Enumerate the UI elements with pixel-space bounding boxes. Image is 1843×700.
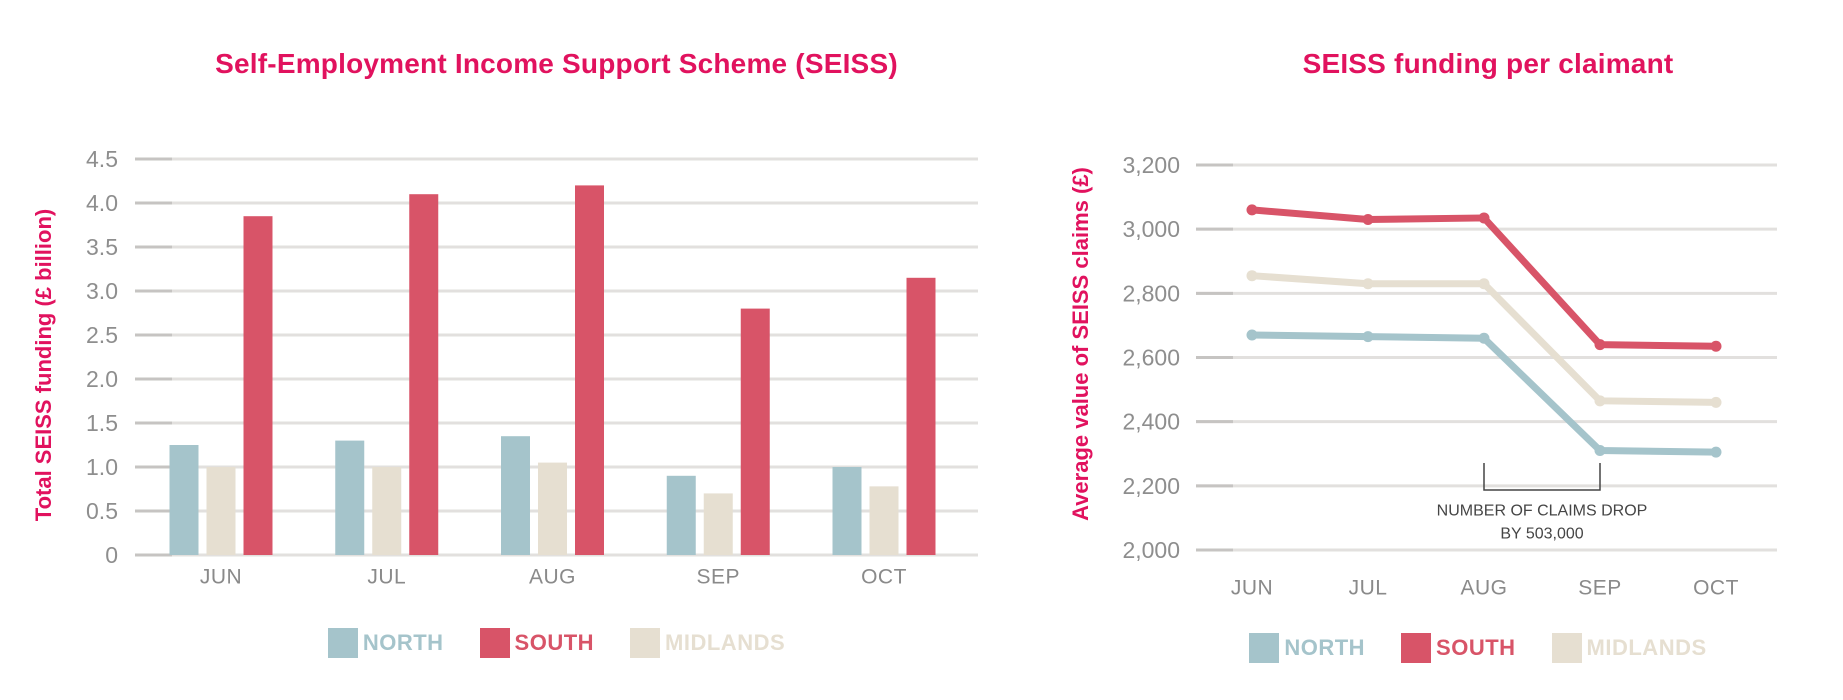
legend-item-north: NORTH [327, 628, 444, 658]
y-tick-label: 3.5 [86, 234, 118, 260]
y-tick-label: 2.5 [86, 322, 118, 348]
y-tick-label: 3,000 [1122, 216, 1180, 242]
y-tick-label: 2,600 [1122, 345, 1180, 371]
bar-midlands-oct [869, 486, 899, 555]
y-tick-label: 1.0 [86, 454, 118, 480]
x-tick-label-jul: JUL [1349, 577, 1388, 600]
legend-item-south: SOUTH [1401, 633, 1516, 663]
legend-label-midlands: MIDLANDS [665, 630, 786, 655]
point-midlands-oct [1710, 396, 1722, 408]
y-tick-label: 0 [105, 542, 118, 568]
point-midlands-sep [1594, 395, 1606, 407]
point-north-sep [1594, 445, 1606, 457]
bar-south-sep [740, 308, 770, 555]
bar-south-jun [243, 216, 273, 555]
legend-item-south: SOUTH [479, 628, 595, 658]
y-tick-label: 3.0 [86, 278, 118, 304]
x-tick-label-sep: SEP [696, 566, 740, 589]
y-tick-label: 4.0 [86, 190, 118, 216]
y-tick-label: 2,000 [1122, 537, 1180, 563]
point-north-jun [1246, 329, 1258, 341]
y-tick-label: 0.5 [86, 498, 118, 524]
y-tick-label: 2,800 [1122, 280, 1180, 306]
bar-north-oct [832, 467, 862, 555]
bar-south-oct [906, 277, 936, 555]
y-tick-label: 2,200 [1122, 473, 1180, 499]
legend-label-north: NORTH [1284, 635, 1366, 660]
x-tick-label-jun: JUN [200, 566, 242, 589]
y-tick-label: 3,200 [1122, 152, 1180, 178]
point-midlands-aug [1478, 278, 1490, 290]
line-chart-legend: NORTH SOUTH MIDLANDS [1176, 633, 1780, 663]
line-north [1248, 331, 1720, 456]
point-south-sep [1594, 339, 1606, 351]
bar-midlands-aug [538, 462, 567, 555]
annotation-text-line: NUMBER OF CLAIMS DROP [1437, 503, 1648, 520]
y-tick-label: 1.5 [86, 410, 118, 436]
line-chart-title: SEISS funding per claimant [1302, 48, 1674, 79]
legend-label-north: NORTH [362, 630, 444, 655]
x-tick-label-oct: OCT [861, 566, 907, 589]
x-tick-label-oct: OCT [1693, 577, 1739, 600]
point-south-jul [1362, 214, 1374, 226]
annotation-bracket [1483, 463, 1601, 491]
legend-label-south: SOUTH [1436, 635, 1516, 660]
bar-midlands-jul [372, 467, 402, 555]
bar-midlands-sep [703, 493, 733, 555]
bar-chart-y-axis-title: Total SEISS funding (£ billion) [31, 208, 56, 522]
legend-label-midlands: MIDLANDS [1586, 635, 1707, 660]
legend-label-south: SOUTH [514, 630, 595, 655]
x-tick-label-jun: JUN [1231, 577, 1273, 600]
legend-swatch-north [1249, 633, 1280, 663]
bar-north-jun [169, 445, 199, 555]
bar-chart-legend: NORTH SOUTH MIDLANDS [135, 628, 978, 658]
point-midlands-jun [1246, 270, 1258, 282]
legend-item-north: NORTH [1249, 633, 1365, 663]
x-tick-label-aug: AUG [1460, 577, 1507, 600]
bar-south-aug [575, 185, 604, 555]
x-tick-label-jul: JUL [367, 566, 406, 589]
line-chart-y-axis-title: Average value of SEISS claims (£) [1068, 167, 1093, 521]
point-south-jun [1246, 204, 1258, 216]
legend-swatch-south [479, 628, 510, 658]
y-tick-label: 2,400 [1122, 409, 1180, 435]
bar-midlands-jun [206, 467, 236, 555]
x-tick-label-sep: SEP [1578, 577, 1622, 600]
bar-chart-title: Self-Employment Income Support Scheme (S… [215, 48, 898, 79]
x-tick-label-aug: AUG [529, 566, 576, 589]
point-north-aug [1478, 332, 1490, 344]
y-tick-label: 2.0 [86, 366, 118, 392]
legend-item-midlands: MIDLANDS [1551, 633, 1707, 663]
point-south-aug [1478, 212, 1490, 224]
legend-swatch-north [327, 628, 358, 658]
point-south-oct [1710, 340, 1722, 352]
legend-swatch-midlands [630, 628, 661, 658]
legend-swatch-south [1401, 633, 1432, 663]
point-north-jul [1362, 331, 1374, 343]
annotation-text-line: BY 503,000 [1500, 526, 1583, 543]
y-tick-label: 4.5 [86, 146, 118, 172]
bar-south-jul [409, 194, 439, 555]
legend-item-midlands: MIDLANDS [630, 628, 785, 658]
bar-north-sep [666, 475, 696, 555]
bar-north-jul [335, 440, 365, 555]
bar-north-aug [501, 436, 530, 555]
point-midlands-jul [1362, 278, 1374, 290]
legend-swatch-midlands [1551, 633, 1582, 663]
point-north-oct [1710, 446, 1722, 458]
